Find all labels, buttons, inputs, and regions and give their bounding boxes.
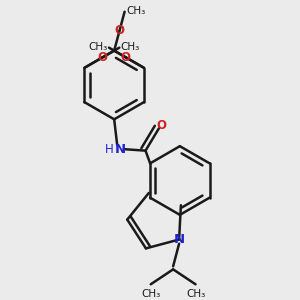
Text: N: N [173,233,185,246]
Text: CH₃: CH₃ [186,289,205,299]
Text: CH₃: CH₃ [121,42,140,52]
Text: CH₃: CH₃ [126,6,145,16]
Text: O: O [98,51,107,64]
Text: O: O [156,119,166,132]
Text: N: N [115,143,126,156]
Text: O: O [121,51,131,64]
Text: H: H [104,143,113,156]
Text: CH₃: CH₃ [88,42,107,52]
Text: CH₃: CH₃ [141,289,161,299]
Text: O: O [115,24,124,37]
